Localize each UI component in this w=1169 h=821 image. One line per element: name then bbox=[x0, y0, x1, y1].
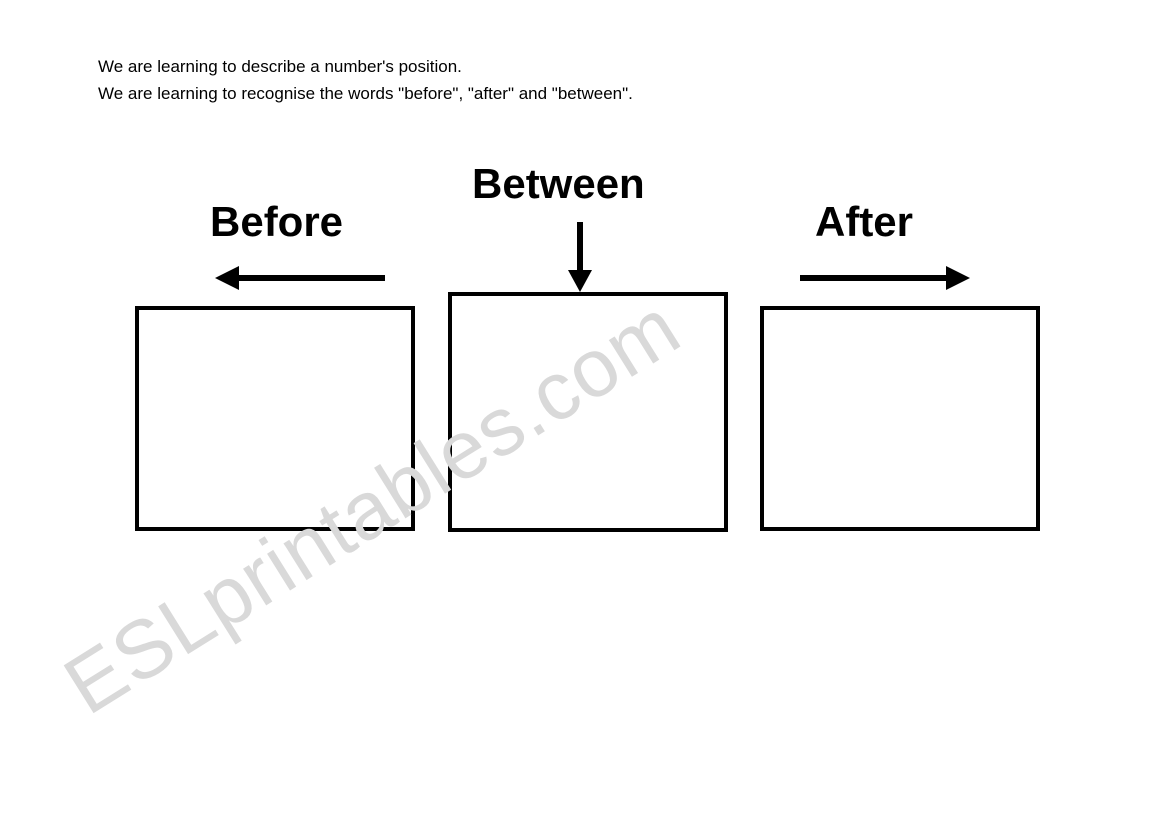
box-between bbox=[448, 292, 728, 532]
intro-text: We are learning to describe a number's p… bbox=[98, 53, 633, 107]
label-between: Between bbox=[472, 160, 645, 208]
diagram-container: Before Between After bbox=[0, 150, 1169, 570]
arrow-left-icon bbox=[215, 258, 385, 298]
label-after: After bbox=[815, 198, 913, 246]
intro-line-1: We are learning to describe a number's p… bbox=[98, 53, 633, 80]
box-before bbox=[135, 306, 415, 531]
arrow-down-icon bbox=[560, 222, 600, 292]
box-after bbox=[760, 306, 1040, 531]
intro-line-2: We are learning to recognise the words "… bbox=[98, 80, 633, 107]
arrow-right-icon bbox=[800, 258, 970, 298]
label-before: Before bbox=[210, 198, 343, 246]
